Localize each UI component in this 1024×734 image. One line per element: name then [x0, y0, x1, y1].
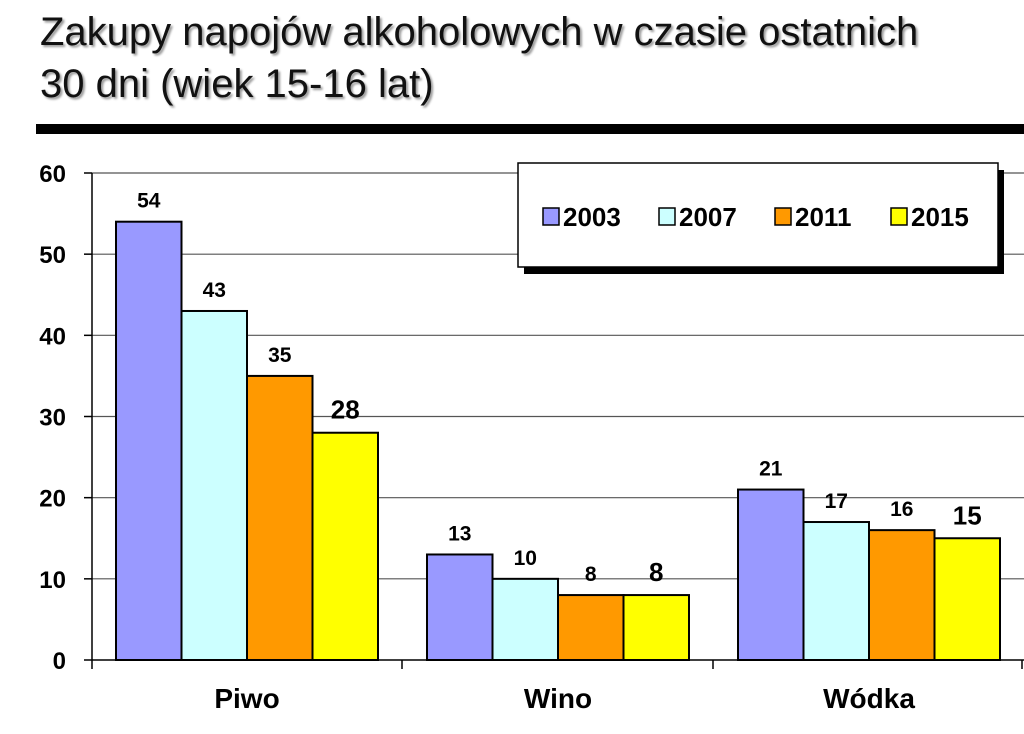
data-label: 35	[268, 344, 292, 367]
data-label: 8	[649, 557, 663, 587]
bar-piwo-2007	[180, 309, 248, 661]
bar-wódka-2003	[737, 488, 805, 661]
y-tick-label: 0	[53, 648, 66, 675]
y-tick-label: 30	[39, 405, 66, 432]
bar-wino-2011	[557, 594, 625, 661]
data-label: 17	[825, 490, 848, 513]
bar-piwo-2011	[246, 374, 314, 661]
y-tick-label: 60	[39, 161, 66, 188]
data-label: 10	[514, 547, 537, 570]
bar-wino-2007	[491, 577, 559, 661]
data-label: 16	[890, 498, 913, 521]
y-tick-label: 40	[39, 323, 66, 350]
bar-piwo-2003	[115, 220, 183, 661]
legend-swatch-2015	[890, 207, 908, 226]
legend-swatch-2011	[774, 207, 792, 226]
y-tick-label: 50	[39, 242, 66, 269]
y-tick-label: 20	[39, 486, 66, 513]
title-divider	[36, 124, 1024, 134]
x-category-label: Piwo	[214, 683, 279, 714]
page-title: Zakupy napojów alkoholowych w czasie ost…	[40, 6, 1010, 110]
bar-piwo-2015	[311, 431, 379, 661]
legend-label: 2015	[911, 202, 969, 232]
legend	[517, 162, 999, 268]
page-title-line-2: 30 dni (wiek 15-16 lat)	[40, 62, 434, 106]
legend-label: 2003	[563, 202, 621, 232]
x-category-label: Wódka	[823, 683, 915, 714]
y-tick-label: 10	[39, 567, 66, 594]
x-category-label: Wino	[524, 683, 592, 714]
data-label: 21	[759, 458, 783, 481]
bar-wódka-2011	[868, 529, 936, 662]
page-title-line-1: Zakupy napojów alkoholowych w czasie ost…	[40, 10, 919, 54]
legend-label: 2007	[679, 202, 737, 232]
bar-wino-2015	[622, 594, 690, 661]
data-label: 43	[203, 279, 226, 302]
data-label: 54	[137, 190, 161, 213]
data-label: 8	[585, 563, 597, 586]
data-label: 15	[953, 500, 982, 530]
bar-wódka-2007	[802, 521, 870, 661]
legend-swatch-2007	[658, 207, 676, 226]
bar-wódka-2015	[933, 537, 1001, 661]
legend-swatch-2003	[542, 207, 560, 226]
data-label: 13	[448, 522, 471, 545]
bar-wino-2003	[426, 553, 494, 662]
data-label: 28	[331, 395, 360, 425]
legend-label: 2011	[795, 202, 851, 232]
